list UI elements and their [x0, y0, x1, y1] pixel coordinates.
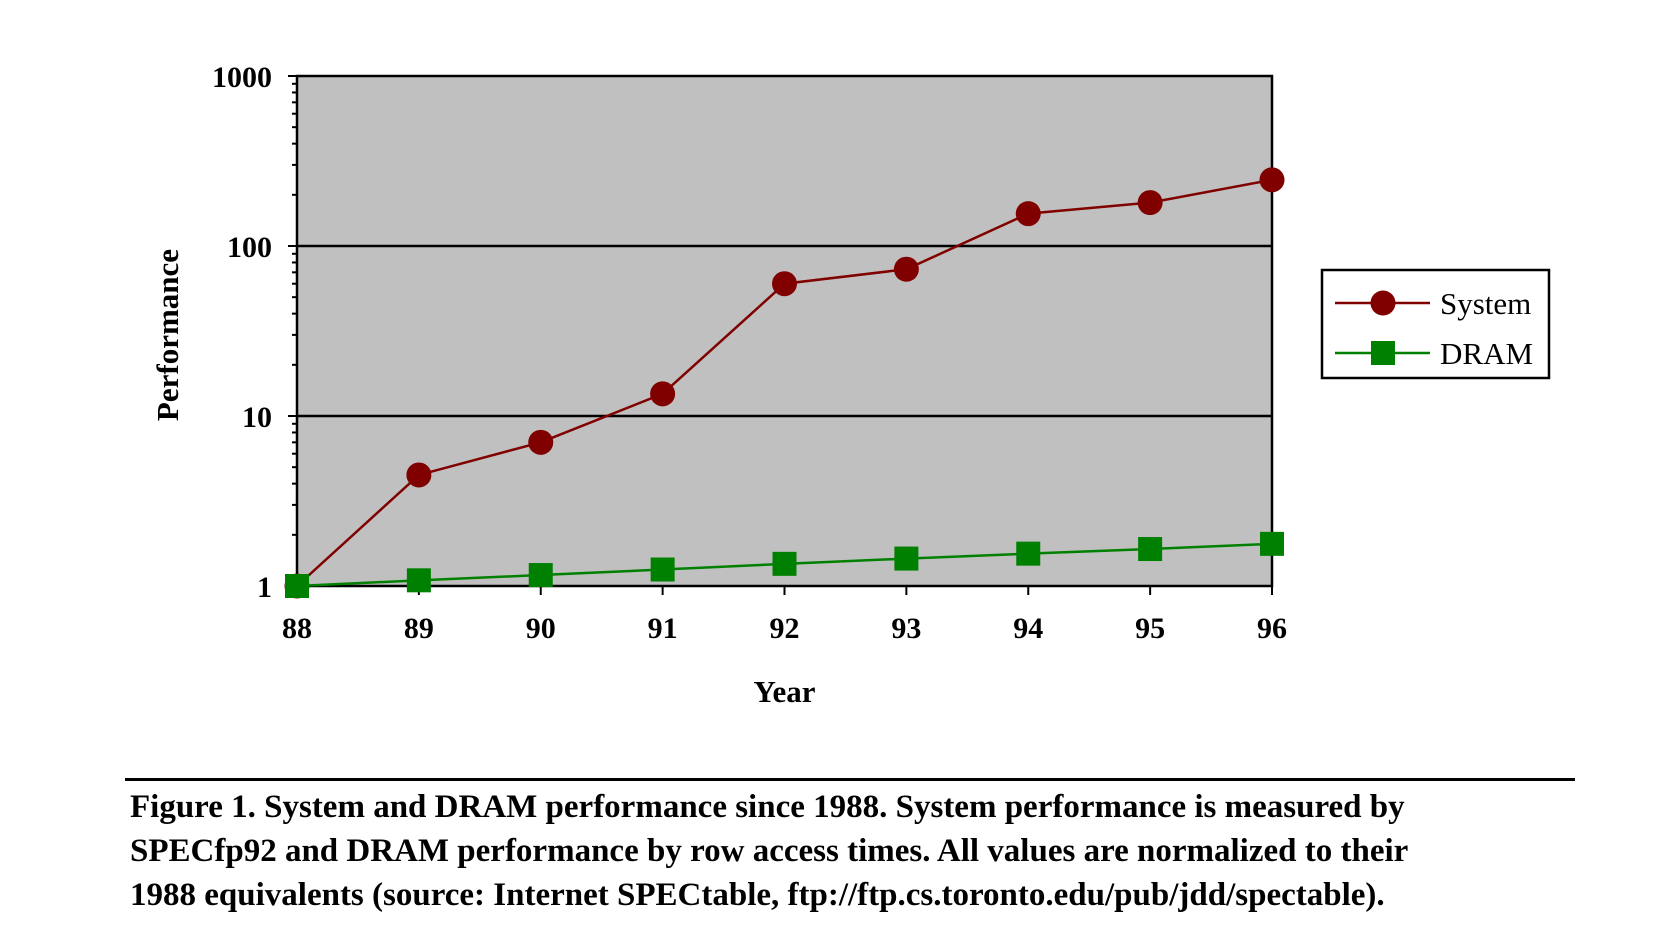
data-point-system — [1137, 190, 1163, 216]
x-axis-title: Year — [754, 674, 816, 709]
legend: System DRAM — [1320, 268, 1551, 380]
data-point-system — [1259, 167, 1285, 193]
x-tick-label: 96 — [1257, 612, 1287, 645]
x-tick-label: 88 — [282, 612, 312, 645]
figure-caption: Figure 1. System and DRAM performance si… — [130, 785, 1580, 917]
y-tick-label: 10 — [242, 401, 272, 434]
y-tick-label: 100 — [227, 231, 272, 264]
x-tick-label: 93 — [891, 612, 921, 645]
x-tick-label: 92 — [770, 612, 800, 645]
data-point-system — [772, 271, 797, 297]
x-tick-label: 91 — [648, 612, 678, 645]
data-point-system — [893, 256, 919, 282]
data-point-dram — [528, 563, 553, 588]
caption-line: SPECfp92 and DRAM performance by row acc… — [130, 833, 1409, 869]
plot-area — [295, 74, 1274, 588]
data-point-system — [406, 462, 432, 488]
y-tick-label: 1 — [257, 571, 272, 604]
y-tick-label: 1000 — [212, 61, 272, 94]
x-axis-ticks: 88 89 90 91 92 93 94 95 96 — [282, 586, 1287, 645]
y-axis-ticks: 1 10 100 1000 — [212, 61, 297, 604]
x-tick-label: 94 — [1013, 612, 1043, 645]
data-point-system — [1015, 201, 1041, 227]
data-point-dram — [650, 557, 675, 582]
x-tick-label: 90 — [526, 612, 556, 645]
data-point-dram — [285, 574, 309, 598]
series-layer — [284, 167, 1285, 599]
data-point-system — [650, 381, 676, 407]
legend-box — [1320, 268, 1551, 380]
caption-line: 1988 equivalents (source: Internet SPECt… — [130, 877, 1385, 913]
x-tick-label: 95 — [1135, 612, 1165, 645]
data-point-dram — [894, 546, 919, 571]
y-axis-title: Performance — [150, 249, 185, 421]
data-point-dram — [772, 551, 797, 576]
plot-background — [297, 76, 1272, 586]
data-point-system — [528, 429, 554, 455]
legend-label: DRAM — [1440, 336, 1533, 371]
data-point-dram — [1016, 541, 1041, 566]
data-point-dram — [406, 568, 431, 593]
caption-line: Figure 1. System and DRAM performance si… — [130, 789, 1405, 825]
x-tick-label: 89 — [404, 612, 434, 645]
legend-marker — [1370, 290, 1396, 316]
caption-divider — [125, 778, 1575, 781]
data-point-dram — [1138, 537, 1163, 562]
data-point-dram — [1260, 531, 1284, 556]
legend-label: System — [1440, 286, 1531, 321]
legend-marker — [1371, 341, 1395, 365]
